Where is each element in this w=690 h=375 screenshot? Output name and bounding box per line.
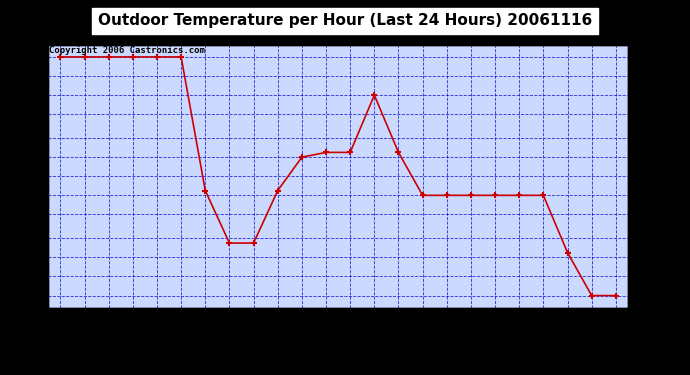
Text: Outdoor Temperature per Hour (Last 24 Hours) 20061116: Outdoor Temperature per Hour (Last 24 Ho… (98, 13, 592, 28)
Text: Copyright 2006 Castronics.com: Copyright 2006 Castronics.com (49, 46, 205, 56)
